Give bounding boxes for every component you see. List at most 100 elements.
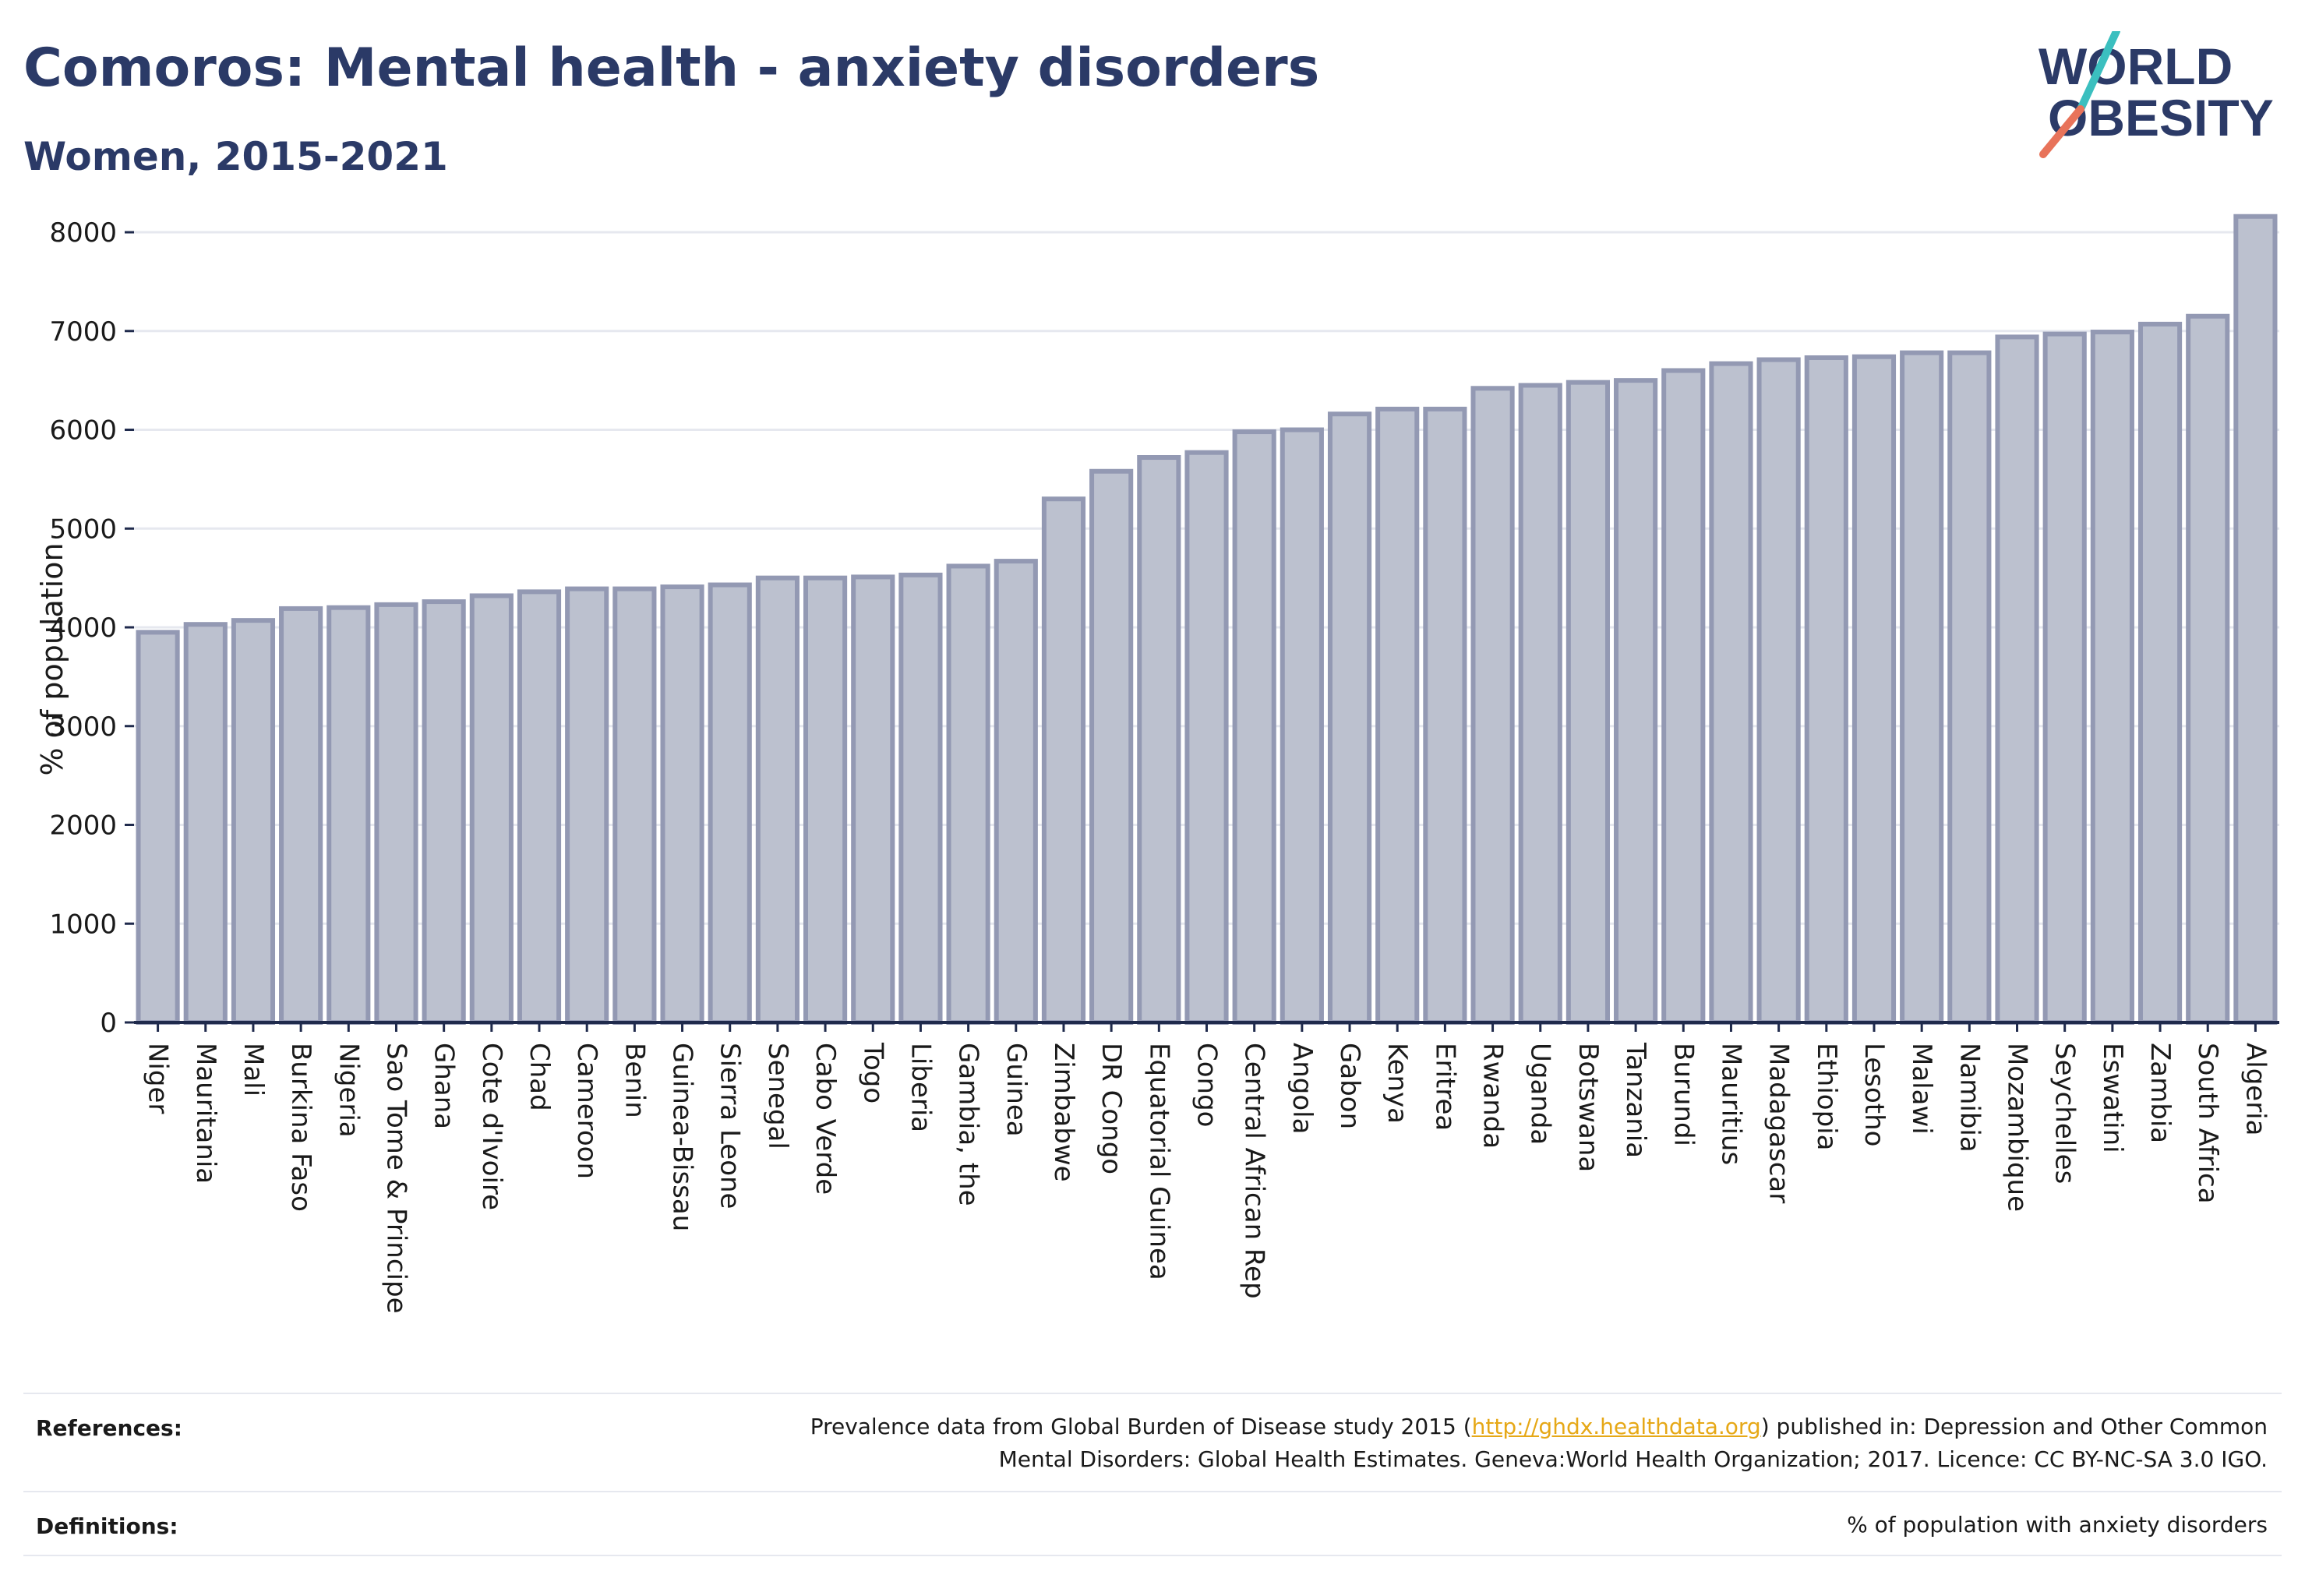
x-tick-label: Guinea bbox=[1001, 1043, 1032, 1137]
bar-central-african-rep bbox=[1232, 429, 1276, 1025]
bar-tanzania bbox=[1614, 378, 1658, 1025]
bar-gambia-the bbox=[946, 563, 990, 1025]
x-tick-label: Cameroon bbox=[571, 1043, 602, 1179]
x-tick-label: Kenya bbox=[1382, 1043, 1413, 1124]
x-tick-label: Liberia bbox=[905, 1043, 936, 1132]
axis-layer bbox=[125, 231, 2279, 1032]
x-tick-label: Cabo Verde bbox=[810, 1043, 841, 1195]
bar-chad bbox=[517, 589, 562, 1025]
world-obesity-logo: WORLD OBESITY bbox=[2038, 31, 2274, 158]
x-tick-label: Angola bbox=[1287, 1043, 1318, 1134]
references-link[interactable]: http://ghdx.healthdata.org bbox=[1471, 1414, 1761, 1439]
bar-niger bbox=[136, 630, 180, 1026]
x-tick-label: Botswana bbox=[1573, 1043, 1604, 1172]
bar-togo bbox=[851, 574, 895, 1025]
logo-line1: WORLD bbox=[2038, 37, 2233, 95]
logo-slash-bottom bbox=[2039, 105, 2084, 158]
x-tick-label: Niger bbox=[143, 1043, 174, 1114]
x-tick-label: Mauritania bbox=[190, 1043, 221, 1184]
page-subtitle: Women, 2015-2021 bbox=[23, 134, 448, 179]
x-tick-label: Seychelles bbox=[2049, 1043, 2081, 1184]
x-tick-label: Eswatini bbox=[2097, 1043, 2128, 1153]
bar-angola bbox=[1280, 427, 1324, 1025]
bar-guinea-bissau bbox=[660, 584, 704, 1025]
definitions-text: % of population with anxiety disorders bbox=[1847, 1512, 2268, 1538]
bar-ghana bbox=[422, 599, 466, 1025]
bar-botswana bbox=[1565, 380, 1611, 1025]
references-label: References: bbox=[36, 1415, 182, 1441]
references-line2: Mental Disorders: Global Health Estimate… bbox=[998, 1446, 2268, 1472]
x-tick-label: Sierra Leone bbox=[715, 1043, 746, 1209]
bar-ethiopia bbox=[1804, 355, 1848, 1025]
bar-algeria bbox=[2233, 214, 2278, 1025]
x-tick-label: Gambia, the bbox=[953, 1043, 984, 1206]
bar-cote-d-ivoire bbox=[469, 593, 514, 1025]
y-tick-label: 8000 bbox=[49, 217, 117, 249]
bar-liberia bbox=[898, 572, 943, 1025]
y-tick-label: 0 bbox=[100, 1008, 117, 1039]
x-tick-label: Tanzania bbox=[1620, 1042, 1651, 1158]
x-tick-label: Mauritius bbox=[1715, 1043, 1746, 1165]
footer-divider-top bbox=[23, 1393, 2282, 1394]
x-tick-label: Malawi bbox=[1906, 1043, 1937, 1135]
bar-sierra-leone bbox=[708, 582, 752, 1025]
x-tick-label: Mozambique bbox=[2002, 1043, 2033, 1212]
x-tick-label: Rwanda bbox=[1477, 1043, 1509, 1149]
x-tick-label: Lesotho bbox=[1858, 1043, 1890, 1146]
x-tick-label: Burundi bbox=[1668, 1043, 1699, 1146]
bar-layer bbox=[136, 214, 2278, 1026]
x-tick-label: Mali bbox=[238, 1043, 269, 1096]
bar-sao-tome-principe bbox=[374, 602, 418, 1025]
bar-mauritius bbox=[1709, 361, 1753, 1025]
y-tick-label: 3000 bbox=[49, 711, 117, 743]
x-tick-label: Eritrea bbox=[1429, 1043, 1460, 1131]
y-axis-label: % of population bbox=[35, 542, 69, 775]
definitions-label: Definitions: bbox=[36, 1513, 178, 1539]
x-tick-label: Benin bbox=[619, 1043, 650, 1118]
label-layer: 0 1000 2000 3000 4000 5000 6000 7000 8000 % of po… bbox=[35, 217, 2271, 1313]
x-tick-label: Congo bbox=[1191, 1043, 1223, 1127]
y-tick-label: 4000 bbox=[49, 613, 117, 644]
bar-congo bbox=[1184, 450, 1229, 1025]
bar-zambia bbox=[2137, 321, 2183, 1025]
bar-senegal bbox=[755, 575, 800, 1025]
bar-equatorial-guinea bbox=[1137, 455, 1181, 1025]
x-tick-label: Equatorial Guinea bbox=[1143, 1043, 1174, 1280]
y-tick-label: 5000 bbox=[49, 514, 117, 545]
bar-mozambique bbox=[1995, 334, 2039, 1025]
bar-guinea bbox=[994, 559, 1038, 1025]
x-tick-label: Guinea-Bissau bbox=[667, 1043, 698, 1231]
bar-eswatini bbox=[2090, 330, 2134, 1025]
footer-divider-middle bbox=[23, 1491, 2282, 1492]
x-tick-label: Zimbabwe bbox=[1048, 1043, 1079, 1182]
y-tick-label: 2000 bbox=[49, 810, 117, 842]
x-tick-label: Nigeria bbox=[333, 1043, 364, 1138]
bar-rwanda bbox=[1470, 386, 1515, 1025]
footer-divider-bottom bbox=[23, 1555, 2282, 1556]
bar-cameroon bbox=[565, 586, 609, 1025]
x-tick-label: Senegal bbox=[762, 1043, 793, 1149]
bar-uganda bbox=[1518, 383, 1562, 1025]
bar-gabon bbox=[1327, 411, 1372, 1025]
bar-zimbabwe bbox=[1041, 496, 1086, 1025]
bar-seychelles bbox=[2042, 331, 2087, 1025]
bar-kenya bbox=[1375, 406, 1420, 1025]
references-prefix: Prevalence data from Global Burden of Di… bbox=[810, 1414, 1472, 1439]
y-tick-label: 1000 bbox=[49, 909, 117, 940]
bar-cabo-verde bbox=[803, 575, 848, 1025]
bar-namibia bbox=[1947, 350, 1992, 1026]
x-tick-label: Namibia bbox=[1954, 1043, 1985, 1153]
x-tick-label: Burkina Faso bbox=[285, 1043, 316, 1212]
bar-burkina-faso bbox=[279, 606, 323, 1025]
bar-madagascar bbox=[1756, 357, 1801, 1025]
x-tick-label: Algeria bbox=[2240, 1043, 2271, 1135]
bar-benin bbox=[612, 586, 657, 1025]
y-tick-label: 7000 bbox=[49, 316, 117, 348]
page-title: Comoros: Mental health - anxiety disorde… bbox=[23, 37, 1320, 99]
x-tick-label: Ghana bbox=[429, 1043, 460, 1129]
bar-malawi bbox=[1900, 350, 1944, 1026]
bar-mauritania bbox=[183, 622, 228, 1026]
y-tick-label: 6000 bbox=[49, 415, 117, 447]
x-tick-label: Uganda bbox=[1525, 1043, 1556, 1145]
references-suffix: ) published in: Depression and Other Com… bbox=[1760, 1414, 2268, 1439]
